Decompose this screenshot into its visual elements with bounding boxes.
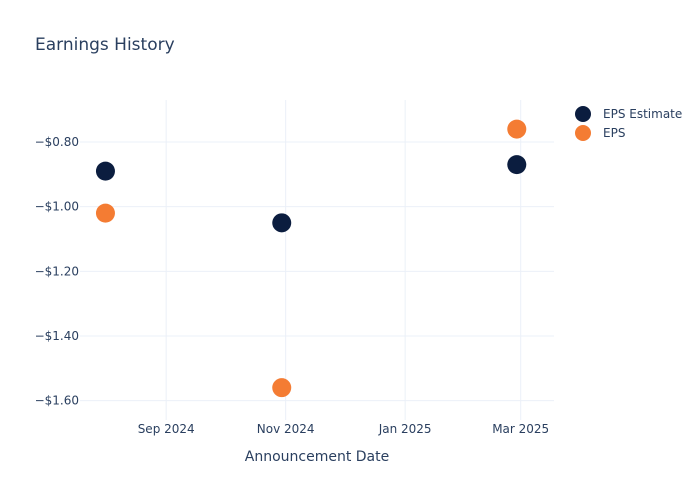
data-point-eps[interactable] (95, 203, 115, 223)
data-points (95, 119, 527, 398)
y-tick-label: −$1.60 (35, 394, 79, 408)
data-point-eps[interactable] (507, 119, 527, 139)
x-axis-ticks: Sep 2024 Nov 2024 Jan 2025 Mar 2025 (138, 422, 550, 436)
y-tick-label: −$1.00 (35, 200, 79, 214)
legend-item[interactable]: EPS Estimate (575, 106, 682, 122)
data-point-eps[interactable] (272, 378, 292, 398)
data-point-eps-estimate[interactable] (507, 155, 527, 175)
y-tick-label: −$1.40 (35, 329, 79, 343)
data-point-eps-estimate[interactable] (272, 213, 292, 233)
grid-lines (80, 100, 554, 420)
x-tick-label: Sep 2024 (138, 422, 195, 436)
legend[interactable]: EPS Estimate EPS (575, 106, 682, 141)
y-axis-ticks: −$0.80 −$1.00 −$1.20 −$1.40 −$1.60 (35, 135, 79, 408)
legend-item[interactable]: EPS (575, 125, 625, 141)
data-point-eps-estimate[interactable] (95, 161, 115, 181)
x-axis-title: Announcement Date (245, 449, 389, 465)
x-tick-label: Jan 2025 (378, 422, 432, 436)
legend-marker (575, 125, 591, 141)
x-tick-label: Nov 2024 (257, 422, 315, 436)
legend-label: EPS Estimate (603, 107, 682, 121)
y-tick-label: −$0.80 (35, 135, 79, 149)
chart-title: Earnings History (35, 35, 175, 55)
legend-marker (575, 106, 591, 122)
y-tick-label: −$1.20 (35, 264, 79, 278)
x-tick-label: Mar 2025 (492, 422, 549, 436)
legend-label: EPS (603, 126, 625, 140)
